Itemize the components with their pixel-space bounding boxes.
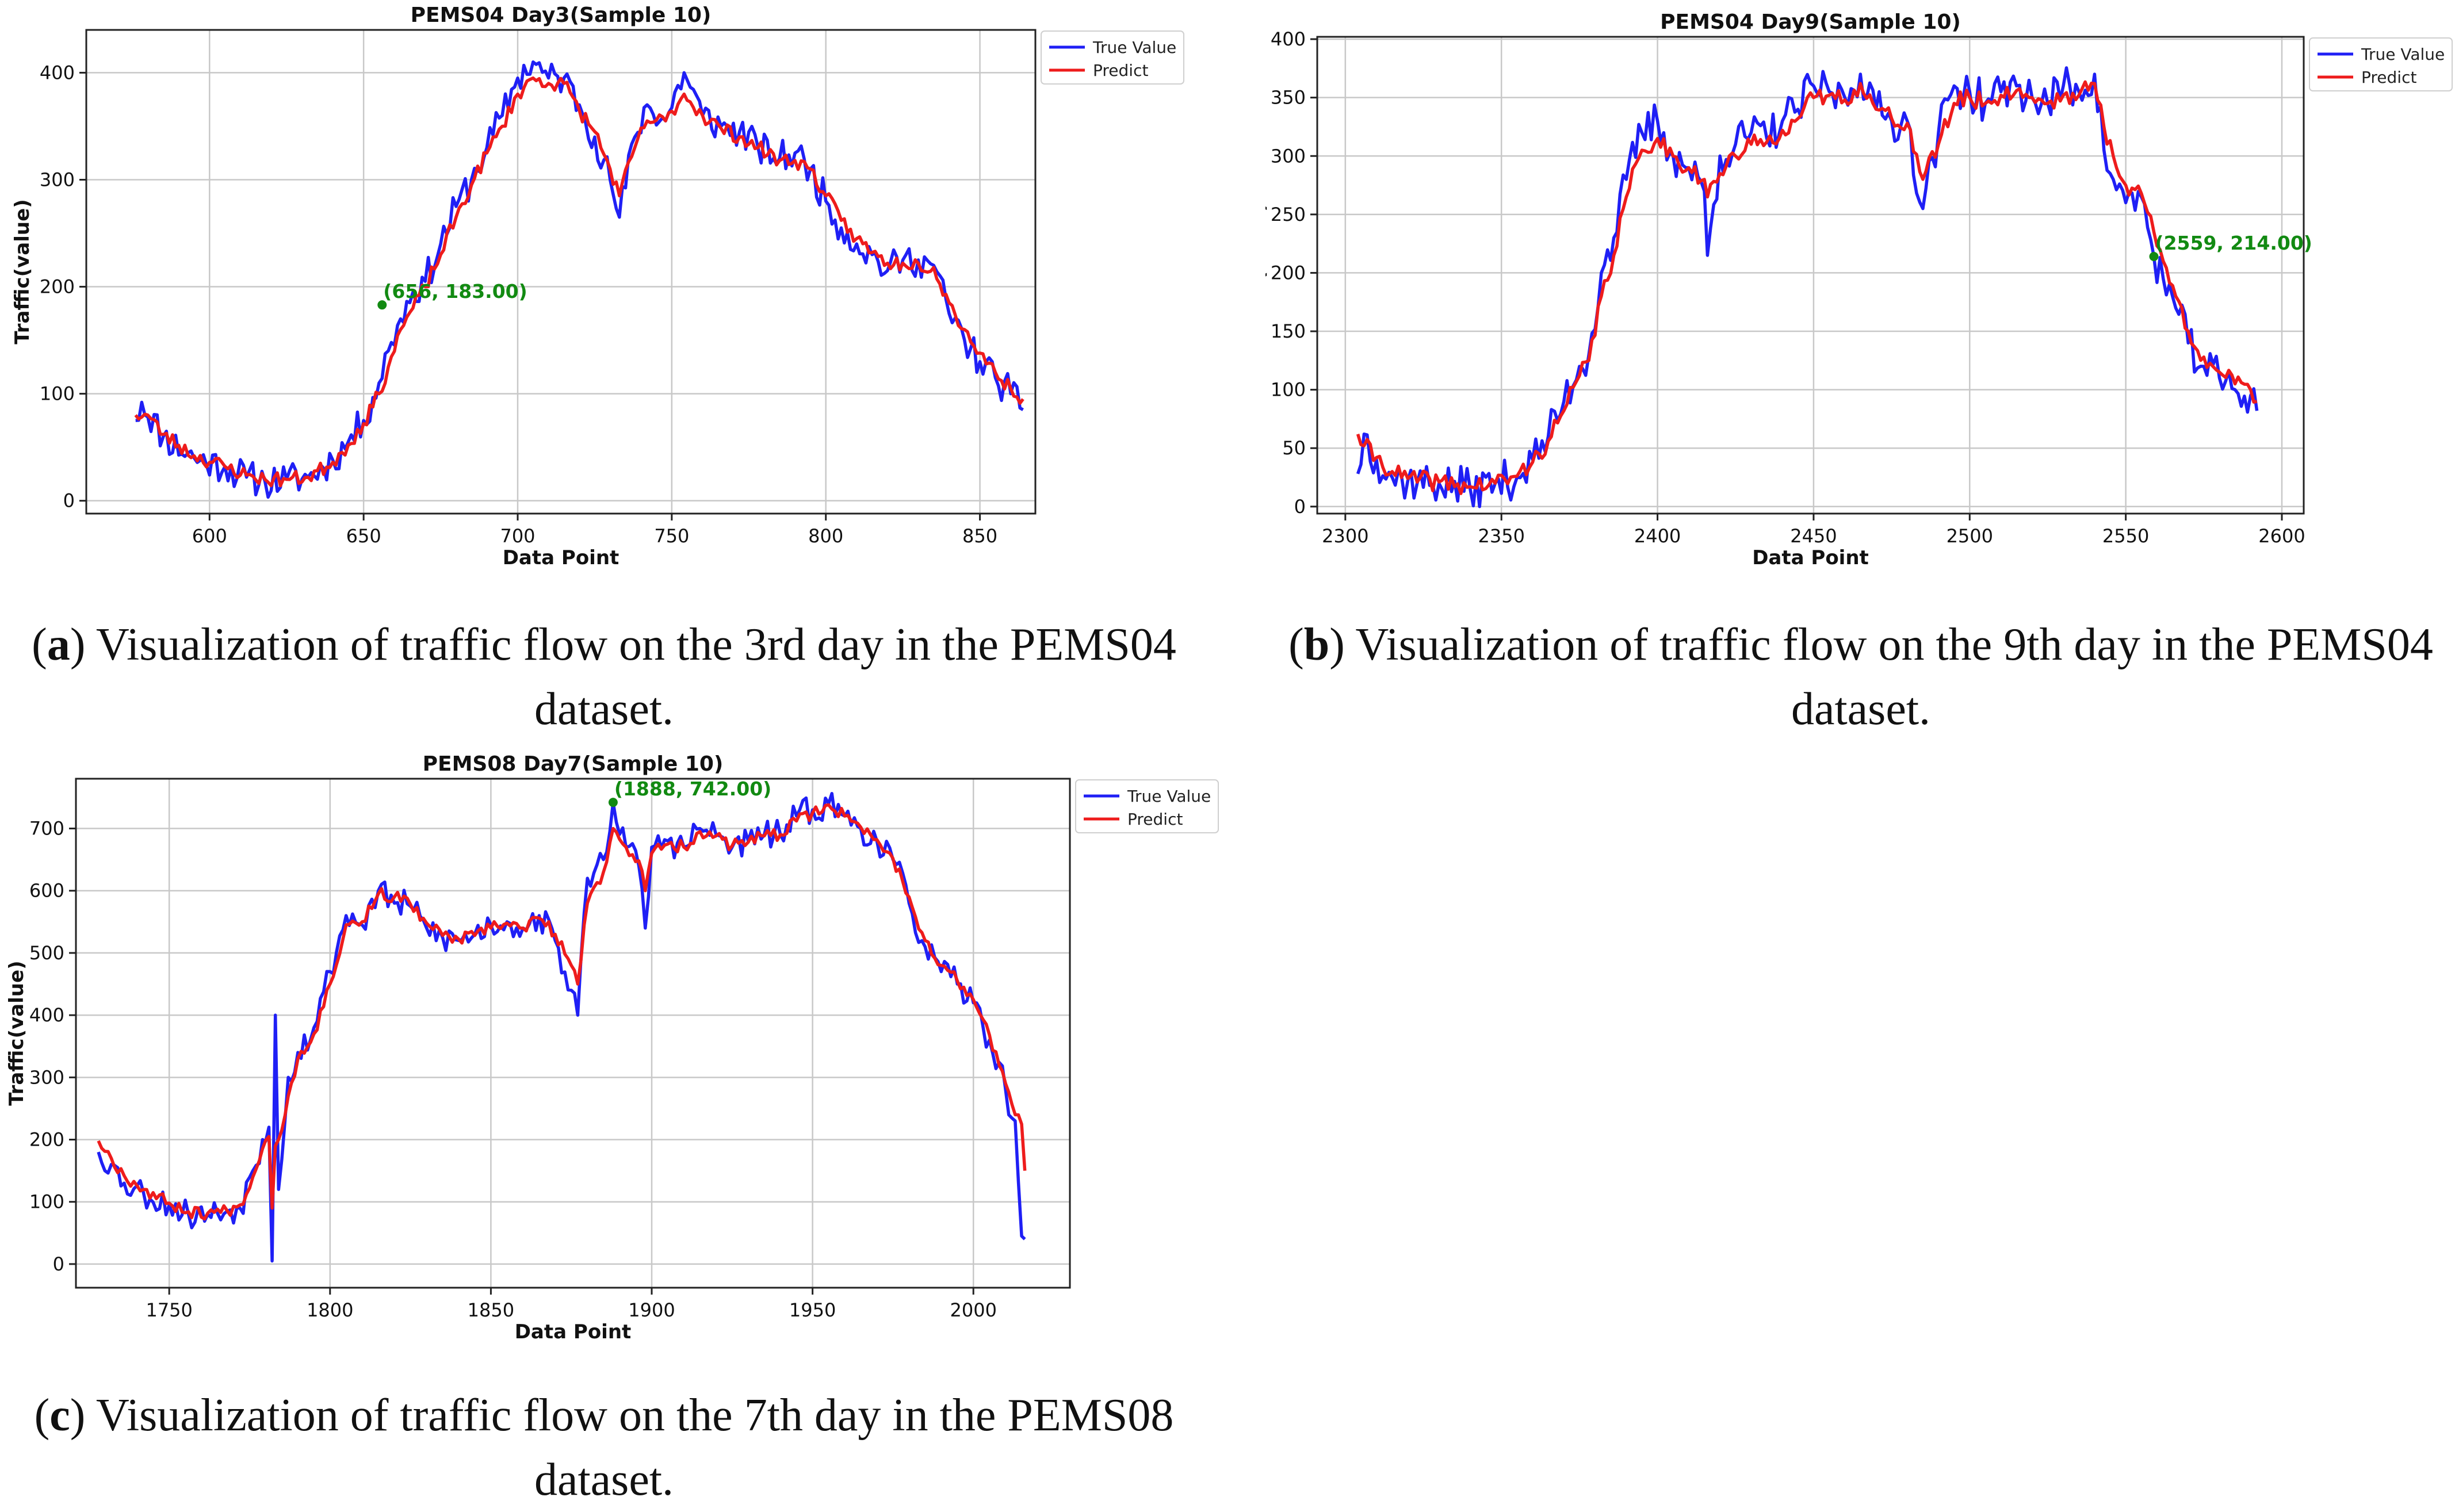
- x-tick-label: 1800: [307, 1299, 353, 1321]
- x-tick-label: 2500: [1947, 525, 1993, 547]
- y-axis-label: Traffic(value): [11, 199, 34, 344]
- caption-letter: b: [1303, 619, 1330, 670]
- grid: [1317, 37, 2304, 514]
- y-tick-label: 250: [1271, 204, 1306, 225]
- y-tick-label: 0: [1294, 496, 1306, 518]
- chart-pems08-day7: 1750 1800 1850 1900 1950 2000 0 100 200 300 400 500…: [5, 752, 1219, 1343]
- chart-pems04-day3: 600 650 700 750 800 850 0 100 200 300 400 PEMS04 Da…: [11, 3, 1184, 569]
- y-tick-label: 700: [29, 818, 64, 840]
- y-tick-label: 400: [1271, 28, 1306, 50]
- plot-frame: [75, 778, 1071, 1289]
- x-tick-label: 1950: [789, 1299, 836, 1321]
- plot-frame: [85, 29, 1037, 515]
- y-tick-label: 150: [1271, 320, 1306, 342]
- annotation-marker: [377, 300, 387, 310]
- y-tick-label: 100: [40, 383, 75, 405]
- annotation-label: (1888, 742.00): [614, 778, 771, 800]
- true-value-line: [135, 60, 1024, 499]
- true-value-line: [97, 791, 1026, 1263]
- legend: True Value Predict: [1075, 779, 1219, 833]
- annotation-label: (656, 183.00): [383, 280, 527, 303]
- caption-c: (c) Visualization of traffic flow on the…: [34, 1390, 1174, 1505]
- x-tick-label: 2300: [1322, 525, 1368, 547]
- y-tick-label: 300: [1271, 145, 1306, 167]
- x-tick-label: 2000: [950, 1299, 997, 1321]
- predict-line: [1356, 80, 2258, 495]
- legend-predict-label: Predict: [1093, 61, 1148, 80]
- x-tick-label: 700: [500, 525, 535, 547]
- legend-predict-label: Predict: [1127, 810, 1183, 829]
- legend-true-label: True Value: [1127, 787, 1211, 806]
- y-tick-label: 300: [29, 1066, 64, 1088]
- chart-title: PEMS04 Day3(Sample 10): [411, 3, 712, 27]
- caption-text: Visualization of traffic flow on the 7th…: [95, 1390, 1174, 1505]
- y-tick-label: 100: [1271, 379, 1306, 401]
- caption-text: Visualization of traffic flow on the 9th…: [1355, 619, 2433, 734]
- y-tick-label: 500: [29, 942, 64, 964]
- caption-b: (b) Visualization of traffic flow on the…: [1288, 619, 2433, 734]
- x-tick-label: 1900: [628, 1299, 675, 1321]
- caption-text: Visualization of traffic flow on the 3rd…: [96, 619, 1176, 734]
- true-value-line: [1356, 66, 2259, 508]
- annotation-marker: [2149, 251, 2159, 261]
- x-axis-label: Data Point: [515, 1320, 632, 1343]
- y-tick-label: 350: [1271, 87, 1306, 109]
- annotation-label: (2559, 214.00): [2155, 232, 2312, 254]
- y-axis-label: Traffic(value): [5, 960, 28, 1105]
- x-tick-label: 800: [808, 525, 843, 547]
- grid: [76, 779, 1070, 1288]
- legend: True Value Predict: [2309, 37, 2453, 91]
- y-tick-label: 200: [1271, 262, 1306, 284]
- chart-title: PEMS04 Day9(Sample 10): [1660, 10, 1961, 34]
- y-tick-label: 50: [1282, 437, 1306, 459]
- y-tick-label: 200: [29, 1129, 64, 1151]
- x-tick-label: 650: [346, 525, 381, 547]
- x-tick-label: 1750: [146, 1299, 192, 1321]
- predict-line: [134, 76, 1024, 488]
- x-axis-label: Data Point: [1752, 546, 1869, 569]
- caption-a: (a) Visualization of traffic flow on the…: [32, 619, 1176, 734]
- x-tick-label: 2450: [1790, 525, 1837, 547]
- plot-frame: [1316, 36, 2305, 515]
- y-tick-label: 400: [40, 62, 75, 83]
- x-tick-label: 2400: [1634, 525, 1681, 547]
- x-axis-label: Data Point: [503, 546, 620, 569]
- chart-pems04-day9: 2300 2350 2400 2450 2500 2550 2600 0 50 100 150 200…: [1265, 10, 2453, 569]
- caption-letter: a: [47, 619, 70, 670]
- x-tick-label: 1850: [468, 1299, 514, 1321]
- y-tick-label: 200: [40, 276, 75, 298]
- y-axis-label: Traffic(value): [1265, 202, 1269, 347]
- predict-line: [97, 803, 1027, 1221]
- annotation-marker: [608, 798, 618, 807]
- x-tick-label: 600: [192, 525, 227, 547]
- x-tick-label: 850: [962, 525, 997, 547]
- x-tick-label: 750: [654, 525, 689, 547]
- x-tick-label: 2350: [1478, 525, 1524, 547]
- legend-true-label: True Value: [2361, 45, 2445, 64]
- y-tick-label: 400: [29, 1004, 64, 1026]
- chart-title: PEMS08 Day7(Sample 10): [423, 752, 724, 776]
- y-tick-label: 600: [29, 880, 64, 902]
- legend: True Value Predict: [1041, 30, 1184, 85]
- grid: [86, 30, 1035, 514]
- y-tick-label: 300: [40, 169, 75, 190]
- y-tick-label: 100: [29, 1191, 64, 1213]
- y-tick-label: 0: [53, 1253, 64, 1275]
- y-tick-label: 0: [63, 490, 75, 512]
- x-tick-label: 2550: [2102, 525, 2149, 547]
- x-tick-label: 2600: [2258, 525, 2305, 547]
- legend-true-label: True Value: [1092, 38, 1176, 57]
- caption-letter: c: [49, 1390, 70, 1441]
- legend-predict-label: Predict: [2361, 68, 2416, 87]
